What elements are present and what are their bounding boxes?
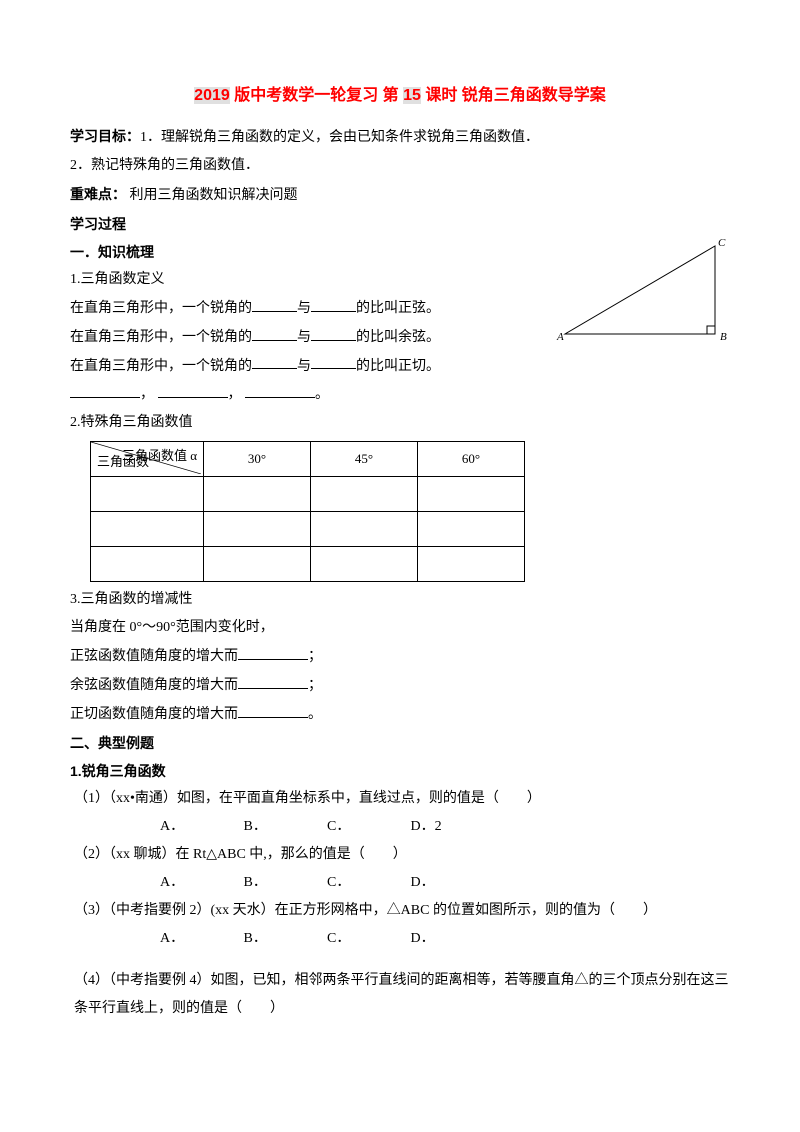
- table-header-30: 30°: [204, 442, 311, 477]
- semi: ；: [308, 678, 322, 693]
- goal-1: 1．理解锐角三角函数的定义，会由已知条件求锐角三角函数值．: [140, 130, 539, 145]
- special-angles-table: 三角函数值 α 三角函数 30° 45° 60°: [90, 441, 525, 582]
- choice-a: A．: [160, 813, 240, 841]
- table-row: [91, 547, 525, 582]
- page-title: 2019 版中考数学一轮复习 第 15 课时 锐角三角函数导学案: [70, 80, 730, 112]
- section-2-heading: 二、典型例题: [70, 729, 730, 757]
- choice-a: A．: [160, 925, 240, 953]
- table-row: [91, 512, 525, 547]
- comma: ，: [228, 387, 242, 402]
- def-2c: 的比叫余弦。: [356, 330, 440, 345]
- blank: [238, 700, 308, 718]
- choice-b: B．: [244, 813, 324, 841]
- blank: [158, 380, 228, 398]
- question-3-choices: A． B． C． D．: [70, 925, 730, 953]
- choice-d: D．: [411, 925, 491, 953]
- question-1: （1）（xx•南通）如图，在平面直角坐标系中，直线过点，则的值是（ ）: [70, 785, 730, 813]
- title-highlight-2: 15: [403, 87, 421, 104]
- svg-text:C: C: [718, 237, 726, 249]
- svg-text:B: B: [720, 331, 727, 343]
- monotonic-tan: 正切函数值随角度的增大而 。: [70, 700, 730, 729]
- blank: [238, 671, 308, 689]
- title-text-1: 版中考数学一轮复习 第: [230, 87, 403, 104]
- def-2b: 与: [297, 330, 311, 345]
- choice-c: C．: [327, 813, 407, 841]
- table-header-diagonal: 三角函数值 α 三角函数: [91, 442, 204, 477]
- fullstop: 。: [308, 707, 322, 722]
- choice-c: C．: [327, 869, 407, 897]
- def-1c: 的比叫正弦。: [356, 301, 440, 316]
- def-1b: 与: [297, 301, 311, 316]
- keypoint: 重难点： 利用三角函数知识解决问题: [70, 180, 730, 210]
- choice-b: B．: [244, 925, 324, 953]
- table-header-60: 60°: [418, 442, 525, 477]
- formula-blanks-line: ， ， 。: [70, 380, 730, 409]
- choice-c: C．: [327, 925, 407, 953]
- svg-text:A: A: [556, 331, 564, 343]
- blank: [245, 380, 315, 398]
- mono-sin-text: 正弦函数值随角度的增大而: [70, 649, 238, 664]
- section-1-p3-title: 3.三角函数的增减性: [70, 586, 730, 614]
- blank: [311, 294, 356, 312]
- monotonic-intro: 当角度在 0°～90°范围内变化时，: [70, 614, 730, 642]
- semi: ；: [308, 649, 322, 664]
- question-2-choices: A． B． C． D．: [70, 869, 730, 897]
- question-2: （2）（xx 聊城）在 Rt△ABC 中,，那么的值是（ ）: [70, 841, 730, 869]
- blank: [311, 352, 356, 370]
- triangle-svg: A B C: [555, 234, 730, 349]
- title-highlight-1: 2019: [194, 87, 230, 104]
- def-3b: 与: [297, 358, 311, 373]
- mono-cos-text: 余弦函数值随角度的增大而: [70, 678, 238, 693]
- choice-b: B．: [244, 869, 324, 897]
- choice-d: D．: [411, 869, 491, 897]
- blank: [252, 352, 297, 370]
- blank: [70, 380, 140, 398]
- table-header-45: 45°: [311, 442, 418, 477]
- comma: ，: [140, 387, 154, 402]
- blank: [252, 294, 297, 312]
- monotonic-cos: 余弦函数值随角度的增大而 ；: [70, 671, 730, 700]
- title-text-2: 课时 锐角三角函数导学案: [421, 87, 606, 104]
- period: 。: [315, 387, 329, 402]
- def-1a: 在直角三角形中，一个锐角的: [70, 301, 252, 316]
- goal-2: 2．熟记特殊角的三角函数值．: [70, 152, 730, 180]
- blank: [252, 323, 297, 341]
- section-1: A B C 一．知识梳理 1.三角函数定义 在直角三角形中，一个锐角的与的比叫正…: [70, 238, 730, 409]
- section-2-sub1: 1.锐角三角函数: [70, 757, 730, 785]
- goals-label: 学习目标：: [70, 128, 140, 144]
- section-1-p2-title: 2.特殊角三角函数值: [70, 409, 730, 437]
- learning-goals: 学习目标：1．理解锐角三角函数的定义，会由已知条件求锐角三角函数值．: [70, 122, 730, 152]
- def-2a: 在直角三角形中，一个锐角的: [70, 330, 252, 345]
- blank: [238, 642, 308, 660]
- choice-d: D．2: [411, 813, 491, 841]
- question-1-choices: A． B． C． D．2: [70, 813, 730, 841]
- triangle-figure: A B C: [555, 234, 730, 360]
- question-4: （4）（中考指要例 4）如图，已知，相邻两条平行直线间的距离相等，若等腰直角△的…: [70, 967, 730, 1023]
- document-page: 2019 版中考数学一轮复习 第 15 课时 锐角三角函数导学案 学习目标：1．…: [0, 0, 800, 1063]
- def-3c: 的比叫正切。: [356, 358, 440, 373]
- monotonic-sin: 正弦函数值随角度的增大而 ；: [70, 642, 730, 671]
- diag-bot-label: 三角函数: [97, 449, 149, 475]
- blank: [311, 323, 356, 341]
- table-row: [91, 477, 525, 512]
- mono-tan-text: 正切函数值随角度的增大而: [70, 707, 238, 722]
- keypoint-text: 利用三角函数知识解决问题: [126, 188, 298, 203]
- question-3: （3）（中考指要例 2）(xx 天水）在正方形网格中，△ABC 的位置如图所示，…: [70, 897, 730, 925]
- keypoint-label: 重难点：: [70, 186, 126, 202]
- def-3a: 在直角三角形中，一个锐角的: [70, 358, 252, 373]
- spacer: [70, 953, 730, 967]
- choice-a: A．: [160, 869, 240, 897]
